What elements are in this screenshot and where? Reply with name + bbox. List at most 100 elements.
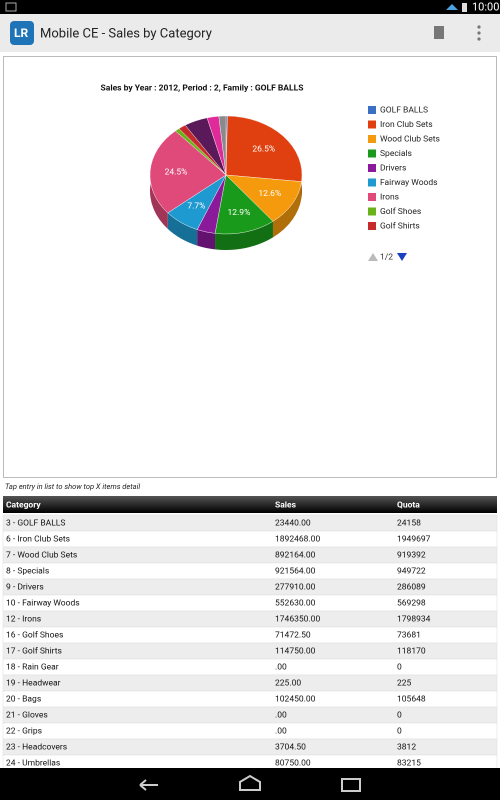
table-cell: 225 xyxy=(397,678,412,688)
table-cell: 105648 xyxy=(397,694,426,704)
legend-label[interactable]: Wood Club Sets xyxy=(380,134,440,144)
legend-next[interactable] xyxy=(397,253,407,261)
table-cell: 23440.00 xyxy=(275,518,311,528)
column-header: Quota xyxy=(397,500,420,510)
status-bar xyxy=(0,0,500,14)
legend-swatch xyxy=(368,149,376,158)
table-cell: 20 - Bags xyxy=(6,694,41,704)
table-cell: 9 - Drivers xyxy=(6,582,44,592)
table-cell: 1798934 xyxy=(397,614,431,624)
legend-label[interactable]: Irons xyxy=(380,192,399,202)
app-title: Mobile CE - Sales by Category xyxy=(40,26,212,41)
wifi-icon xyxy=(446,4,458,10)
slice-label: 7.7% xyxy=(187,202,205,212)
table-cell: 3 - GOLF BALLS xyxy=(6,518,65,528)
slice-label: 24.5% xyxy=(165,167,188,177)
recents-button[interactable] xyxy=(341,778,361,792)
app-bar xyxy=(0,14,500,52)
table-cell: 949722 xyxy=(397,566,426,576)
hint-text: Tap entry in list to show top X items de… xyxy=(5,482,140,491)
table-cell: .00 xyxy=(275,710,287,720)
table-cell: 892164.00 xyxy=(275,550,316,560)
slice[interactable] xyxy=(225,174,302,222)
slice[interactable] xyxy=(214,174,274,235)
table-cell: 0 xyxy=(397,726,402,736)
table-cell: 21 - Gloves xyxy=(6,710,48,720)
table-cell: 225.00 xyxy=(275,678,301,688)
table-cell: 0 xyxy=(397,710,402,720)
home-button[interactable] xyxy=(239,774,261,791)
app-icon[interactable] xyxy=(10,21,34,45)
table-cell: 10 - Fairway Woods xyxy=(6,598,80,608)
legend-swatch xyxy=(368,120,376,129)
table-cell: 8 - Specials xyxy=(6,566,49,576)
table-cell: 71472.50 xyxy=(275,630,311,640)
table-cell: 3812 xyxy=(397,742,416,752)
nav-bar xyxy=(0,768,500,800)
table-cell: 6 - Iron Club Sets xyxy=(6,534,70,544)
slice-side xyxy=(197,229,216,250)
table-row[interactable] xyxy=(2,738,498,756)
menu-icon[interactable] xyxy=(434,26,444,39)
table-cell: 921564.00 xyxy=(275,566,316,576)
legend-swatch xyxy=(368,106,376,114)
table-cell: 80750.00 xyxy=(275,758,311,768)
table-cell: 24 - Umbrellas xyxy=(6,758,60,768)
legend-label[interactable]: GOLF BALLS xyxy=(380,105,428,115)
table-cell: 1892468.00 xyxy=(275,534,320,544)
slice[interactable] xyxy=(149,130,227,214)
table-cell: 552630.00 xyxy=(275,598,316,608)
legend-label[interactable]: Specials xyxy=(380,149,412,159)
table-cell: 23 - Headcovers xyxy=(6,742,67,752)
legend-label[interactable]: Fairway Woods xyxy=(380,178,438,188)
table-row[interactable] xyxy=(2,706,498,724)
slice-label: 26.5% xyxy=(252,145,275,155)
back-button[interactable] xyxy=(139,779,158,791)
table-header xyxy=(3,496,497,513)
legend-prev[interactable] xyxy=(368,253,378,261)
slice-label: 12.6% xyxy=(258,189,281,199)
table-cell: .00 xyxy=(275,726,287,736)
legend-swatch xyxy=(368,207,376,216)
table-row[interactable] xyxy=(2,658,498,676)
clock: 10:00 xyxy=(472,0,499,13)
app-icon-text: LR xyxy=(14,26,28,40)
table-row[interactable] xyxy=(2,626,498,644)
table-cell: 114750.00 xyxy=(275,646,316,656)
legend-swatch xyxy=(368,222,376,230)
table: Category Sales Quota 3 - GOLF BALLS 23440.00… xyxy=(2,500,498,772)
legend-label[interactable]: Drivers xyxy=(380,163,406,173)
legend-swatch xyxy=(368,193,376,201)
table-cell: 73681 xyxy=(397,630,421,640)
legend-label[interactable]: Iron Club Sets xyxy=(380,120,433,130)
slice-side xyxy=(167,212,198,246)
table-cell: .00 xyxy=(275,662,287,672)
overflow-icon[interactable] xyxy=(477,25,481,41)
slice[interactable] xyxy=(225,115,303,182)
table-cell: 1746350.00 xyxy=(275,614,320,624)
table-cell: 102450.00 xyxy=(275,694,316,704)
table-cell: 18 - Rain Gear xyxy=(6,662,59,672)
table-cell: 569298 xyxy=(397,598,426,608)
column-header: Sales xyxy=(275,500,297,510)
table-cell: 3704.50 xyxy=(275,742,306,752)
battery-icon xyxy=(462,3,467,12)
legend-label[interactable]: Golf Shirts xyxy=(380,221,420,231)
table-row[interactable] xyxy=(2,514,498,532)
legend-label[interactable]: Golf Shoes xyxy=(380,207,421,217)
status-icon xyxy=(5,2,17,12)
table-cell: 7 - Wood Club Sets xyxy=(6,550,77,560)
table-cell: 1949697 xyxy=(397,534,431,544)
table-cell: 12 - Irons xyxy=(6,614,41,624)
table-cell: 919392 xyxy=(397,550,426,560)
legend: GOLF BALLS Iron Club Sets Wood Club Sets Sp… xyxy=(368,105,440,231)
legend-swatch xyxy=(368,178,376,187)
table-row[interactable] xyxy=(2,722,498,740)
table-cell: 17 - Golf Shirts xyxy=(6,646,62,656)
slice[interactable] xyxy=(218,115,227,176)
table-row[interactable] xyxy=(2,674,498,692)
slice-side xyxy=(272,181,302,238)
column-header: Category xyxy=(6,500,41,510)
